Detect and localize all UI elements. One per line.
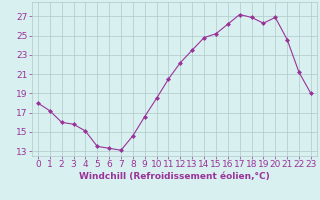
X-axis label: Windchill (Refroidissement éolien,°C): Windchill (Refroidissement éolien,°C)	[79, 172, 270, 181]
